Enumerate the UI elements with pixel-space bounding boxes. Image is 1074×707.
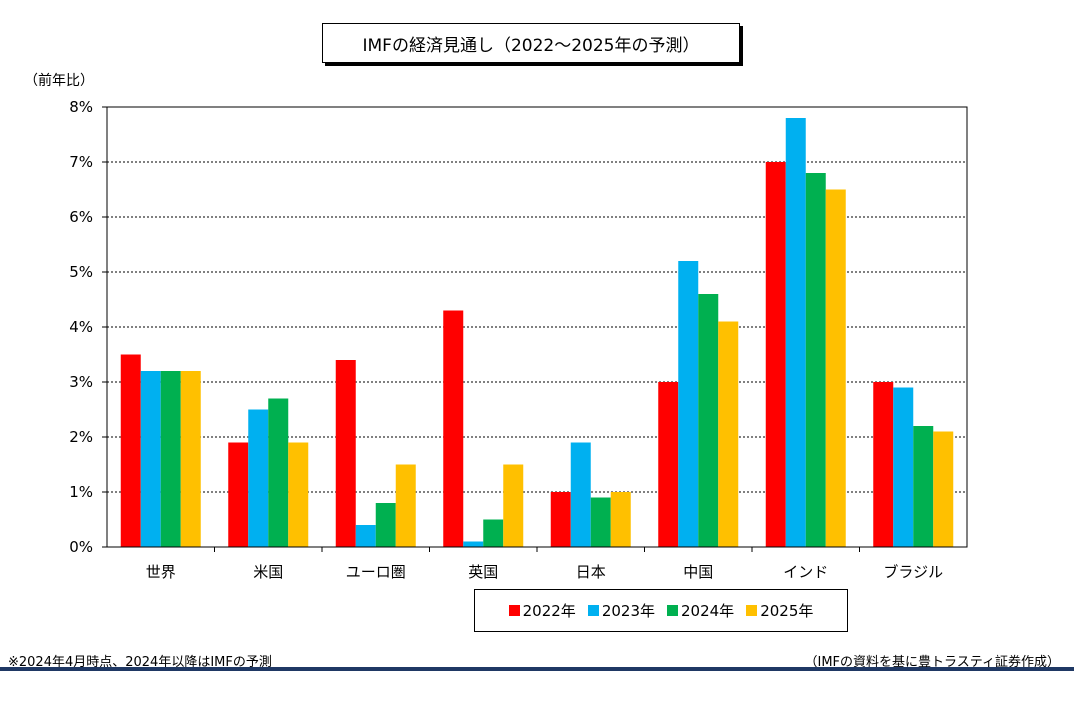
bar (160, 371, 181, 547)
bar (288, 442, 309, 547)
x-category-label: 中国 (683, 563, 713, 581)
chart-legend: 2022年 2023年 2024年 2025年 (474, 589, 848, 632)
bar (785, 118, 806, 547)
y-tick-label: 8% (69, 98, 93, 116)
legend-item-2022: 2022年 (508, 600, 576, 621)
x-category-label: 英国 (468, 563, 498, 581)
legend-swatch-2022 (508, 605, 520, 616)
bar (180, 371, 201, 547)
legend-item-2024: 2024年 (667, 600, 734, 621)
legend-swatch-2023 (587, 605, 599, 616)
bar (483, 519, 504, 547)
bar (228, 442, 249, 547)
y-tick-label: 1% (69, 483, 93, 501)
bar (825, 189, 846, 547)
y-tick-label: 3% (69, 373, 93, 391)
legend-item-2023: 2023年 (587, 600, 655, 621)
footnote: ※2024年4月時点、2024年以降はIMFの予測 (8, 655, 272, 670)
source-note: （IMFの資料を基に豊トラスティ証券作成） (804, 655, 1061, 670)
bar (678, 261, 699, 547)
bar (140, 371, 161, 547)
legend-label-2023: 2023年 (601, 602, 655, 620)
legend-label-2024: 2024年 (681, 602, 735, 620)
bar (873, 382, 894, 547)
bar (503, 464, 524, 547)
y-axis-unit-label: （前年比） (24, 73, 94, 89)
y-tick-label: 5% (69, 263, 93, 281)
bar (395, 464, 416, 547)
y-tick-label: 2% (69, 428, 93, 446)
bar (658, 382, 679, 547)
bar (268, 398, 289, 547)
bar (375, 503, 396, 547)
x-category-label: 日本 (576, 563, 606, 581)
x-category-label: 世界 (146, 563, 176, 581)
legend-swatch-2025 (746, 605, 758, 616)
x-category-label: インド (783, 563, 828, 581)
legend-swatch-2024 (667, 605, 678, 616)
bar (335, 360, 356, 547)
bar (443, 310, 464, 547)
bar (913, 426, 934, 547)
y-tick-label: 0% (69, 538, 93, 556)
bar (550, 492, 571, 547)
y-tick-label: 6% (69, 208, 93, 226)
bar (248, 409, 269, 547)
x-category-label: ユーロ圏 (346, 563, 406, 581)
x-category-label: 米国 (253, 563, 283, 581)
bar (463, 541, 484, 547)
legend-item-2025: 2025年 (746, 600, 813, 621)
bar (933, 431, 954, 547)
bar (765, 162, 786, 547)
bar (610, 492, 631, 547)
bottom-divider (0, 667, 1074, 671)
bar (718, 321, 739, 547)
legend-label-2022: 2022年 (522, 602, 576, 620)
y-tick-label: 4% (69, 318, 93, 336)
bar (590, 497, 611, 547)
x-category-label: ブラジル (883, 563, 943, 581)
y-tick-label: 7% (69, 153, 93, 171)
bar (120, 354, 141, 547)
chart-title: IMFの経済見通し（2022～2025年の予測） (322, 23, 740, 63)
legend-label-2025: 2025年 (760, 602, 814, 620)
bar (893, 387, 914, 547)
bar (698, 294, 719, 547)
bar (805, 173, 826, 547)
bar (355, 525, 376, 547)
bar (570, 442, 591, 547)
